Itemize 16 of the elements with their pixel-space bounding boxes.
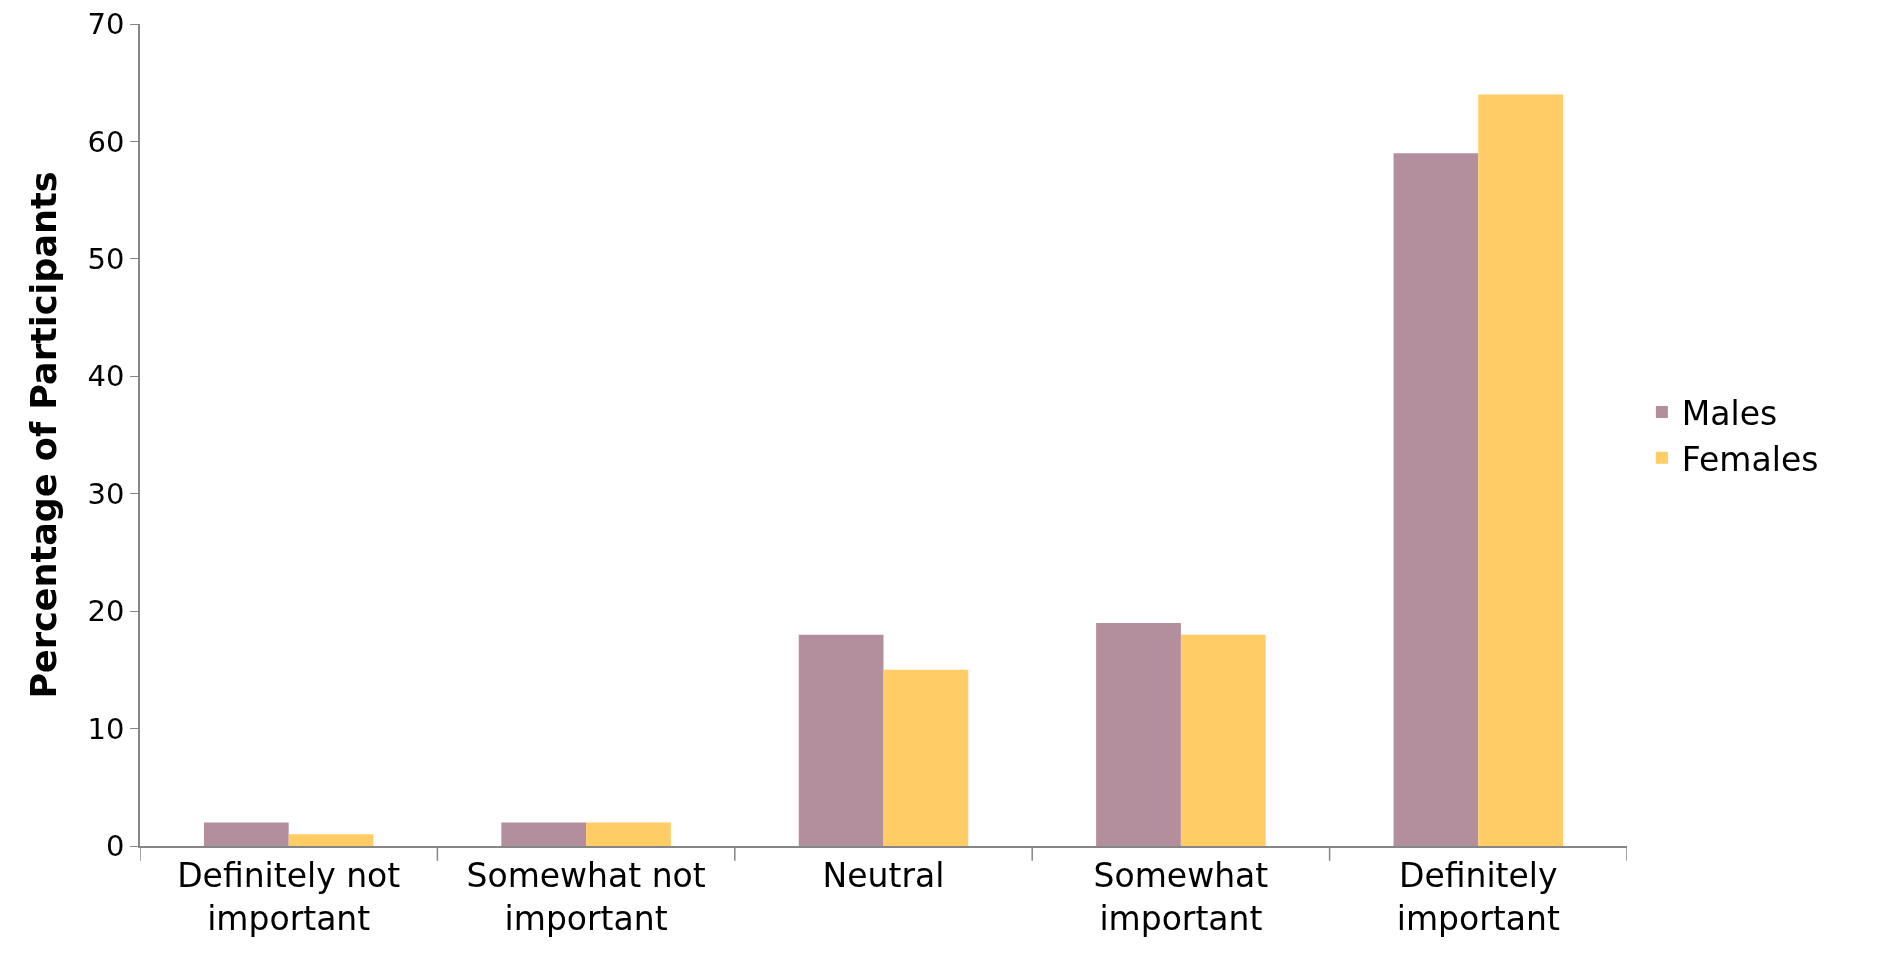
y-tick-label: 20 — [87, 594, 125, 629]
y-tick-label: 60 — [87, 124, 125, 159]
x-tick-label: Definitely important — [1396, 856, 1560, 939]
x-tick-label: Somewhat not important — [466, 856, 706, 939]
y-tick-label: 30 — [87, 476, 125, 511]
x-tick-label: Neutral — [822, 856, 945, 896]
y-tick-label: 10 — [87, 711, 125, 746]
y-tick-label: 50 — [87, 242, 125, 277]
y-axis-title: Percentage of Participants — [24, 171, 65, 699]
x-tick-label: Somewhat important — [1093, 856, 1269, 939]
legend-label: Females — [1681, 439, 1819, 479]
y-tick-label: 70 — [87, 7, 125, 42]
y-tick-label: 40 — [87, 359, 125, 394]
x-tick-label: Definitely not important — [177, 856, 401, 939]
legend-label: Males — [1681, 393, 1778, 433]
y-tick-label: 0 — [106, 829, 125, 864]
